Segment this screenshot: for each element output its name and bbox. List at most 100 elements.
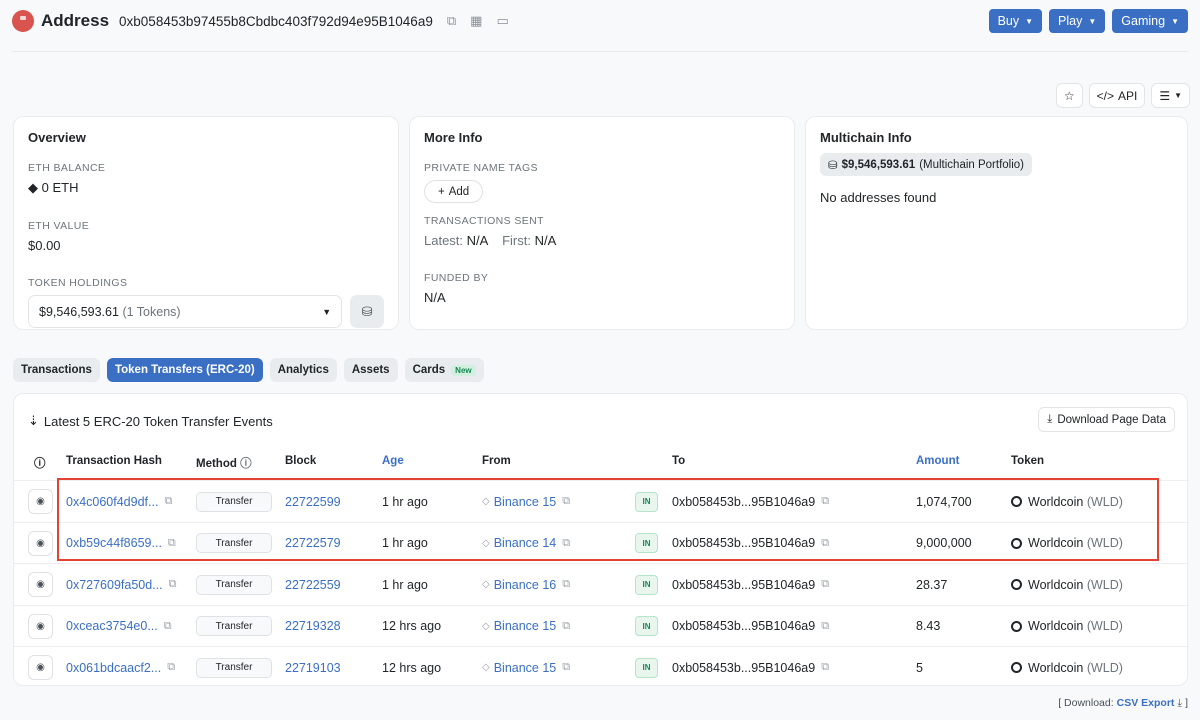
copy-icon[interactable]: ⧉ <box>167 661 176 674</box>
tx-hash-link[interactable]: 0x4c060f4d9df... <box>66 494 159 509</box>
copy-icon[interactable]: ⧉ <box>821 661 830 674</box>
tab-assets[interactable]: Assets <box>343 358 398 382</box>
tab-analytics[interactable]: Analytics <box>269 358 337 382</box>
worldcoin-icon <box>1011 537 1022 549</box>
token-link[interactable]: Worldcoin <box>1028 494 1084 509</box>
worldcoin-icon <box>1011 579 1022 591</box>
options-button[interactable]: ☰ ▼ <box>1151 83 1190 108</box>
tx-hash-link[interactable]: 0xceac3754e0... <box>66 619 158 634</box>
from-link[interactable]: Binance 14 <box>493 536 557 551</box>
tx-hash-link[interactable]: 0x061bdcaacf2... <box>66 660 162 675</box>
chevron-down-icon: ▼ <box>1174 91 1182 100</box>
view-details-button[interactable]: ◉ <box>28 572 53 598</box>
from-link[interactable]: Binance 15 <box>493 660 557 675</box>
copy-icon[interactable]: ⧉ <box>562 578 571 591</box>
contract-icon: ◇ <box>482 496 490 508</box>
tab-transactions[interactable]: Transactions <box>13 358 100 382</box>
page-title: Address <box>41 11 110 30</box>
csv-export-link[interactable]: CSV Export <box>1116 697 1175 709</box>
multichain-card: Multichain Info ⛁ $9,546,593.61 (Multich… <box>805 116 1188 330</box>
download-page-data-button[interactable]: ⤓ Download Page Data <box>1038 407 1175 432</box>
gaming-button[interactable]: Gaming ▼ <box>1112 9 1188 33</box>
block-link[interactable]: 22719103 <box>285 660 341 675</box>
block-link[interactable]: 22719328 <box>285 619 341 634</box>
tab-token-transfers[interactable]: Token Transfers (ERC-20) <box>106 358 263 382</box>
copy-icon[interactable]: ⧉ <box>821 495 830 508</box>
block-link[interactable]: 22722559 <box>285 577 341 592</box>
chevron-down-icon: ▼ <box>322 306 332 317</box>
view-details-button[interactable]: ◉ <box>28 655 53 681</box>
copy-icon[interactable]: ⧉ <box>446 13 457 28</box>
view-details-button[interactable]: ◉ <box>28 613 53 639</box>
copy-icon[interactable]: ⧉ <box>562 619 571 632</box>
chevron-down-icon: ▼ <box>1088 16 1097 26</box>
col-token: Token <box>1011 455 1045 467</box>
table-row: ◉ 0x061bdcaacf2... ⧉ Transfer 22719103 12 hrs… <box>14 646 1189 688</box>
contract-icon: ◇ <box>482 579 490 591</box>
copy-icon[interactable]: ⧉ <box>821 578 830 591</box>
col-to: To <box>672 455 686 467</box>
token-link[interactable]: Worldcoin <box>1028 619 1084 634</box>
col-age[interactable]: Age <box>382 455 404 467</box>
col-block: Block <box>285 455 317 467</box>
tab-bar: Transactions Token Transfers (ERC-20) An… <box>13 358 484 382</box>
from-link[interactable]: Binance 15 <box>493 619 557 634</box>
age-text: 12 hrs ago <box>382 619 442 634</box>
chevron-down-icon: ▼ <box>1171 16 1179 26</box>
col-hash: Transaction Hash <box>66 455 162 467</box>
copy-icon[interactable]: ⧉ <box>164 495 173 508</box>
copy-icon[interactable]: ⧉ <box>562 495 571 508</box>
favorite-button[interactable]: ☆ <box>1055 83 1083 108</box>
direction-badge: IN <box>635 616 658 637</box>
multichain-portfolio-link[interactable]: ⛁ $9,546,593.61 (Multichain Portfolio) <box>820 153 1033 176</box>
amount-text: 8.43 <box>916 619 941 634</box>
tx-sent-label: TRANSACTIONS SENT <box>424 215 544 227</box>
token-holdings-select[interactable]: $9,546,593.61 (1 Tokens) ▼ <box>28 295 343 328</box>
col-amount[interactable]: Amount <box>916 455 960 467</box>
overview-title: Overview <box>28 130 86 145</box>
qr-code-icon[interactable]: ▦ <box>470 13 483 28</box>
eye-icon: ◉ <box>36 662 45 674</box>
token-portfolio-button[interactable]: ⛁ <box>350 295 384 328</box>
copy-icon[interactable]: ⧉ <box>821 536 830 549</box>
copy-icon[interactable]: ⧉ <box>168 578 177 591</box>
download-icon: ⤓ <box>1047 413 1053 425</box>
from-link[interactable]: Binance 15 <box>493 494 557 509</box>
token-symbol: (WLD) <box>1086 660 1123 675</box>
play-button[interactable]: Play ▼ <box>1049 9 1106 33</box>
token-symbol: (WLD) <box>1086 577 1123 592</box>
token-link[interactable]: Worldcoin <box>1028 577 1084 592</box>
token-link[interactable]: Worldcoin <box>1028 536 1084 551</box>
comment-icon[interactable]: ▭ <box>496 13 509 28</box>
eth-balance-value: ◆ 0 ETH <box>28 180 79 195</box>
age-text: 1 hr ago <box>382 536 428 551</box>
copy-icon[interactable]: ⧉ <box>821 619 830 632</box>
copy-icon[interactable]: ⧉ <box>167 536 176 549</box>
help-icon[interactable]: ⓘ <box>240 458 252 470</box>
tx-hash-link[interactable]: 0xb59c44f8659... <box>66 536 162 551</box>
api-button[interactable]: </> API <box>1088 83 1146 108</box>
info-icon[interactable]: ⓘ <box>34 458 46 470</box>
private-tags-label: PRIVATE NAME TAGS <box>424 162 538 174</box>
tx-hash-link[interactable]: 0x727609fa50d... <box>66 577 163 592</box>
funded-by-value: N/A <box>424 290 446 305</box>
more-info-card: More Info PRIVATE NAME TAGS + Add TRANSAC… <box>409 116 795 330</box>
to-address: 0xb058453b...95B1046a9 <box>672 660 816 675</box>
block-link[interactable]: 22722579 <box>285 536 341 551</box>
block-link[interactable]: 22722599 <box>285 494 341 509</box>
from-link[interactable]: Binance 16 <box>493 577 557 592</box>
view-details-button[interactable]: ◉ <box>28 530 53 556</box>
token-link[interactable]: Worldcoin <box>1028 660 1084 675</box>
tab-cards[interactable]: Cards New <box>404 358 484 382</box>
add-tag-button[interactable]: + Add <box>424 180 484 203</box>
buy-button[interactable]: Buy ▼ <box>988 9 1043 33</box>
age-text: 12 hrs ago <box>382 660 442 675</box>
direction-badge: IN <box>635 533 658 554</box>
copy-icon[interactable]: ⧉ <box>163 619 172 632</box>
copy-icon[interactable]: ⧉ <box>562 661 571 674</box>
view-details-button[interactable]: ◉ <box>28 489 53 515</box>
new-badge: New <box>451 364 476 376</box>
method-badge: Transfer <box>196 616 272 637</box>
copy-icon[interactable]: ⧉ <box>562 536 571 549</box>
direction-badge: IN <box>635 574 658 595</box>
